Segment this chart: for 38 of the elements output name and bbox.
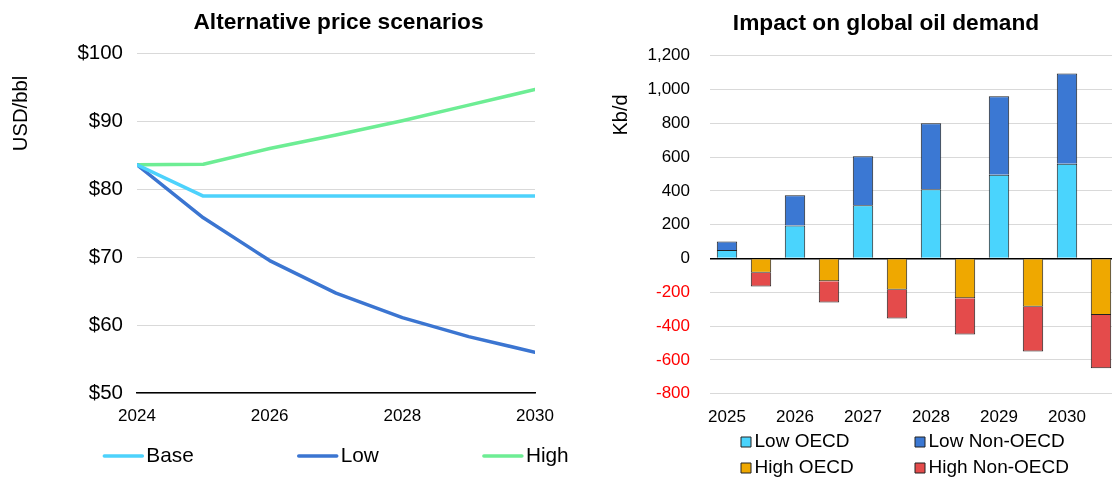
y-tick-label: 800 (661, 112, 690, 132)
legend-label: Low Non-OECD (928, 430, 1065, 452)
y-tick-label: 200 (661, 214, 690, 234)
y-tick-label: 600 (661, 146, 690, 166)
x-tick-label: 2025 (708, 406, 746, 426)
x-tick-label: 2026 (250, 405, 289, 425)
y-tick-label: 1,000 (647, 79, 690, 99)
y-tick-label: $50 (88, 379, 123, 403)
y-tick-label: 1,200 (647, 45, 690, 65)
x-tick-label: 2030 (1048, 406, 1086, 426)
legend-label: Low OECD (754, 430, 850, 452)
y-tick-label: $100 (77, 40, 123, 64)
x-tick-label: 2027 (844, 406, 882, 426)
legend-label: High Non-OECD (928, 456, 1069, 478)
y-tick-label: -600 (655, 349, 690, 369)
y-axis-title: Kb/d (608, 94, 631, 136)
x-tick-label: 2024 (118, 405, 156, 425)
y-tick-label: $70 (88, 243, 123, 267)
y-tick-label: -200 (655, 281, 690, 301)
y-tick-label: 0 (680, 248, 690, 268)
x-tick-label: 2026 (776, 406, 814, 426)
legend-label: High OECD (754, 456, 854, 478)
chart-title: Impact on global oil demand (732, 9, 1040, 36)
y-tick-label: $60 (88, 311, 123, 335)
x-tick-label: 2028 (383, 405, 422, 425)
chart-title: Alternative price scenarios (193, 8, 484, 35)
legend-label: Low (340, 442, 380, 466)
y-axis-title: USD/bbl (9, 75, 32, 152)
legend-label: High (525, 442, 569, 466)
y-tick-label: $80 (88, 175, 123, 199)
y-tick-label: $90 (88, 108, 123, 132)
y-tick-label: -800 (655, 383, 690, 403)
y-tick-label: 400 (661, 180, 690, 200)
x-tick-label: 2029 (980, 406, 1018, 426)
y-tick-label: -400 (655, 315, 690, 335)
legend-label: Base (146, 442, 194, 466)
x-tick-label: 2030 (516, 405, 554, 425)
x-tick-label: 2028 (912, 406, 950, 426)
